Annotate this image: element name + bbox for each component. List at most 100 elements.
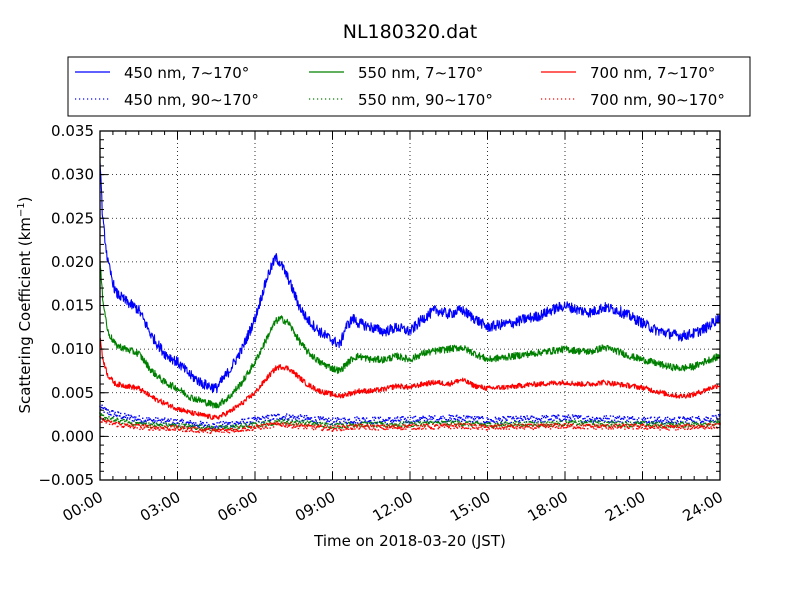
- series-point: [460, 425, 463, 427]
- series-point: [618, 424, 620, 427]
- series-point: [141, 422, 143, 424]
- series-point: [556, 415, 558, 418]
- series-point: [187, 426, 189, 429]
- series-point: [401, 422, 404, 425]
- series-point: [673, 417, 676, 419]
- series-point: [611, 419, 613, 422]
- series-point: [373, 425, 375, 428]
- series-point: [454, 418, 456, 420]
- series-point: [337, 423, 340, 425]
- series-point: [560, 420, 562, 422]
- series-point: [361, 425, 363, 427]
- series-point: [661, 422, 663, 425]
- series-point: [511, 425, 514, 427]
- series-point: [263, 421, 266, 423]
- series-point: [474, 427, 476, 429]
- series-point: [503, 427, 506, 429]
- series-point: [363, 421, 365, 424]
- series-point: [707, 427, 709, 429]
- series-point: [566, 424, 568, 427]
- series-point: [573, 418, 576, 420]
- series-point: [423, 419, 426, 422]
- series-point: [528, 418, 530, 420]
- series-point: [356, 422, 359, 424]
- series-point: [188, 422, 190, 425]
- series-point: [312, 422, 315, 424]
- series-point: [589, 423, 591, 426]
- series-point: [505, 421, 507, 423]
- series-point: [682, 427, 685, 429]
- series-point: [235, 424, 238, 426]
- series-point: [483, 421, 485, 423]
- series-point: [618, 421, 621, 423]
- series-point: [396, 427, 399, 430]
- series-point: [609, 425, 611, 428]
- series-point: [145, 422, 147, 425]
- series-point: [598, 422, 600, 424]
- series-point: [159, 429, 161, 431]
- series-point: [635, 427, 638, 430]
- series-point: [215, 430, 217, 433]
- series-point: [519, 421, 521, 424]
- series-point: [308, 423, 310, 426]
- series-point: [140, 427, 143, 429]
- series-point: [344, 426, 346, 429]
- series-point: [623, 416, 625, 418]
- series-point: [522, 419, 524, 421]
- series-point: [335, 421, 337, 423]
- series-point: [137, 422, 139, 424]
- series-point: [294, 418, 297, 420]
- series-point: [378, 417, 380, 420]
- series-point: [702, 425, 704, 428]
- series-point: [288, 418, 290, 420]
- series-point: [298, 417, 300, 420]
- series-point: [459, 423, 461, 426]
- series-point: [409, 416, 412, 419]
- series-point: [589, 425, 592, 427]
- series-point: [595, 428, 597, 430]
- series-point: [677, 428, 679, 431]
- series-point: [421, 425, 424, 427]
- series-point: [520, 417, 523, 420]
- series-point: [385, 418, 387, 421]
- series-point: [560, 425, 563, 428]
- series-point: [549, 425, 551, 428]
- series-point: [312, 420, 314, 422]
- series-point: [359, 427, 361, 430]
- series-point: [480, 422, 482, 425]
- series-point: [190, 427, 193, 430]
- series-point: [200, 422, 202, 425]
- series-point: [324, 422, 326, 424]
- series-point: [575, 427, 577, 430]
- series-point: [537, 423, 539, 425]
- series-point: [314, 424, 316, 426]
- series-point: [568, 425, 570, 427]
- y-tick-label: 0.000: [51, 427, 94, 445]
- series-point: [520, 426, 523, 428]
- series-point: [310, 417, 313, 419]
- series-point: [562, 427, 565, 429]
- series-point: [531, 427, 533, 429]
- series-point: [662, 425, 664, 428]
- series-point: [241, 427, 244, 430]
- series-point: [156, 426, 158, 429]
- series-point: [688, 425, 691, 427]
- series-point: [332, 428, 335, 431]
- series-point: [322, 416, 324, 418]
- series-point: [455, 423, 457, 426]
- series-point: [241, 425, 243, 427]
- series-point: [503, 417, 506, 419]
- series-point: [216, 422, 218, 424]
- series-point: [129, 416, 132, 419]
- series-point: [363, 425, 365, 428]
- series-point: [613, 425, 616, 427]
- series-point: [166, 426, 168, 429]
- series-point: [697, 427, 699, 430]
- series-point: [123, 425, 125, 428]
- series-point: [290, 424, 293, 426]
- series-point: [191, 422, 194, 425]
- series-point: [266, 414, 269, 417]
- series-point: [453, 420, 455, 423]
- series-point: [571, 425, 573, 427]
- series-point: [702, 421, 705, 423]
